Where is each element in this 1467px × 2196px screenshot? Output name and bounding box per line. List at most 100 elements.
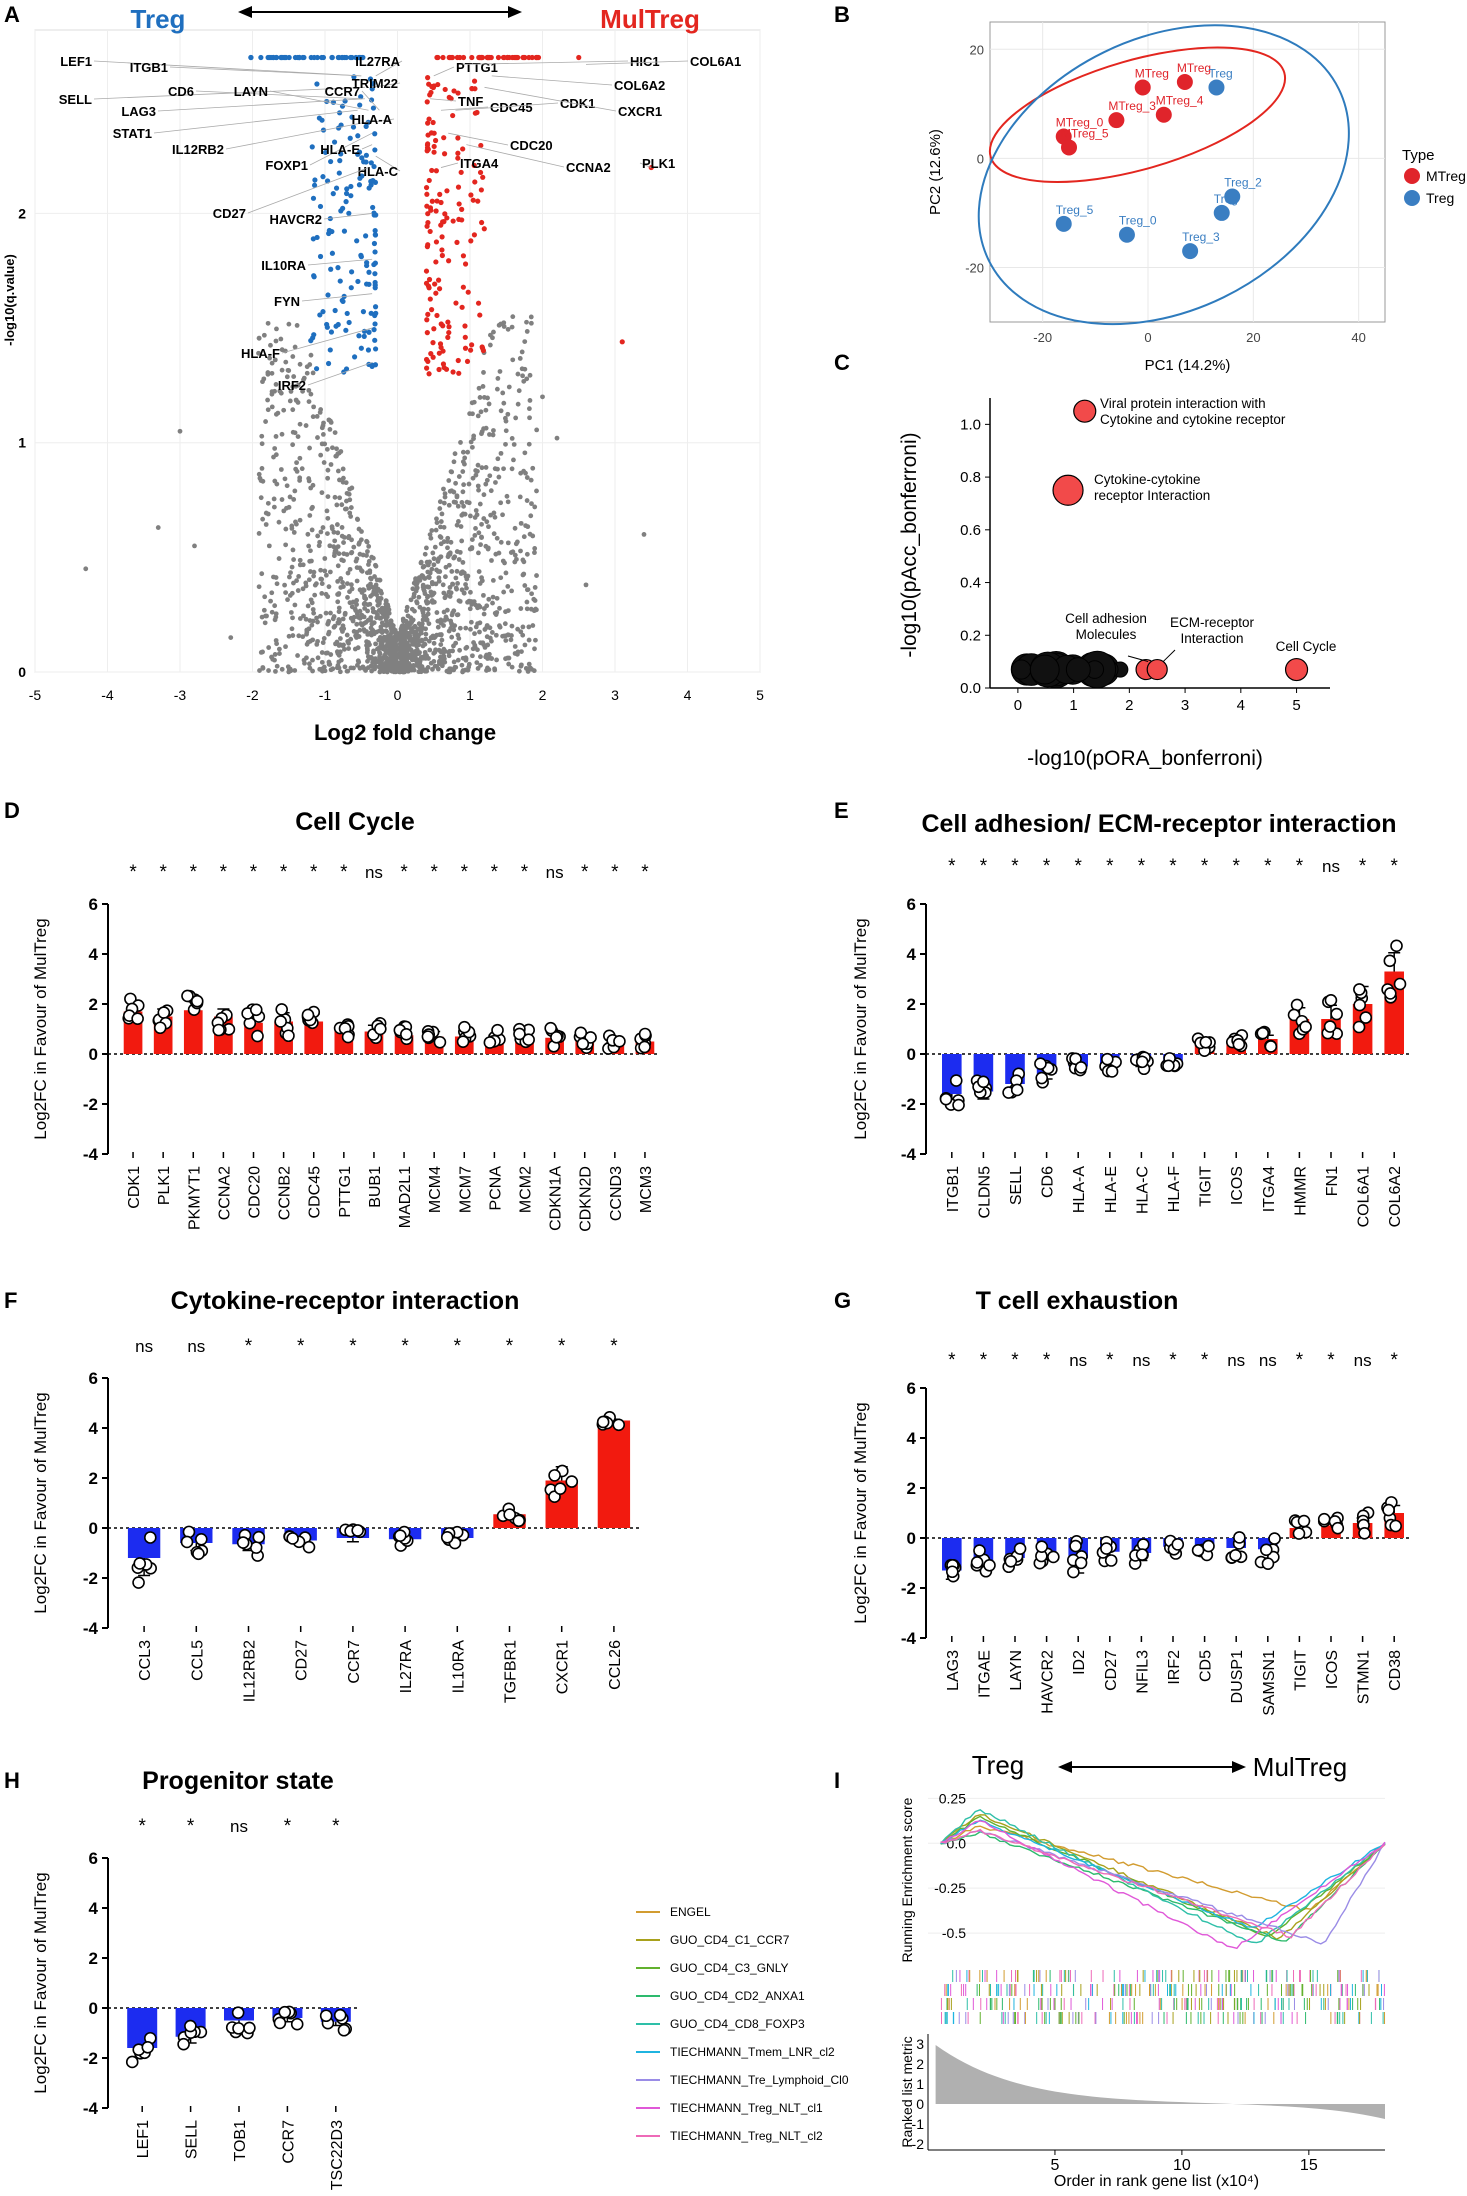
volcano-x-tick: -2 [246,687,259,703]
bar-category-label: STMN1 [1356,1650,1373,1704]
bar-y-tick: -4 [83,1619,99,1638]
pca-x-tick: 0 [1144,330,1151,345]
treg-point [329,54,335,61]
multreg-point [464,358,471,365]
gray-point [265,397,270,403]
gray-point [533,606,539,612]
gray-point [511,457,516,463]
gray-point [377,634,383,640]
gray-point [374,615,379,621]
gray-point [505,540,511,546]
gray-point [488,488,494,494]
gray-point [426,638,432,644]
multreg-point [458,169,464,175]
bar-category-label: CLDN5 [976,1166,993,1219]
gray-point [528,320,534,326]
bar-replicate-point [638,1027,652,1041]
gray-point [435,624,441,630]
gray-point [319,659,325,665]
multreg-point [424,330,430,336]
significance-marker: * [1043,1350,1051,1371]
gray-point [286,633,292,639]
gray-point [384,614,390,620]
gray-point [269,404,275,410]
gray-point [419,621,425,627]
gray-point [389,660,395,665]
significance-marker: * [641,862,649,883]
gray-point [338,657,344,663]
gray-point [534,488,539,494]
gray-point [459,500,465,505]
gray-point [477,501,483,507]
multreg-point [424,244,430,250]
gray-point [518,548,523,554]
multreg-point [427,296,433,302]
gray-point [303,423,309,428]
significance-marker: ns [135,1337,153,1356]
gsea-legend-label: TIECHMANN_Tmem_LNR_cl2 [670,2045,835,2059]
gray-point [440,582,446,588]
multreg-point [427,205,434,211]
significance-marker: * [138,1816,146,1837]
gray-point [481,592,486,598]
gray-point [278,467,284,472]
gray-point [425,606,431,612]
multreg-point [431,143,437,150]
gray-point [400,616,406,622]
gray-point [522,450,528,456]
gray-point [492,667,498,673]
gray-point [441,500,447,506]
multreg-point [619,339,625,345]
gray-point [276,519,282,525]
bar-category-label: MCM7 [457,1166,474,1213]
gray-point [341,551,347,557]
gray-point [404,604,410,610]
gray-point [314,641,320,647]
gray-point [307,618,313,623]
multreg-point [429,307,435,313]
gray-point [519,366,525,372]
gray-point [318,529,324,535]
gray-point [517,356,523,361]
gray-point [479,465,485,471]
pca-y-tick: 0 [977,151,984,166]
gray-point [517,494,523,500]
gray-point [473,525,478,531]
significance-marker: * [948,856,956,877]
multreg-point [455,150,461,156]
gray-point [271,574,276,580]
gray-point [309,527,315,533]
pca-x-label: PC1 (14.2%) [1145,357,1231,374]
gray-point [504,493,510,499]
pca-point-treg [1224,188,1241,205]
gray-point [268,598,273,604]
treg-point [369,362,375,368]
gray-point [297,562,303,568]
gray-point [483,407,489,413]
gray-point [329,526,335,532]
gray-point [450,581,455,587]
gray-point [490,577,496,583]
gray-point [289,526,295,531]
treg-point [349,114,355,120]
bubble-y-tick: 0.6 [960,522,981,539]
treg-point [325,292,331,298]
gray-point [421,584,426,589]
treg-point [320,309,326,315]
gray-point [455,580,460,586]
gene-label: PLK1 [642,156,675,171]
gray-point [332,538,338,544]
pca-legend-label: Treg [1426,190,1454,206]
bar-replicate-point [1105,1065,1119,1078]
gray-point [418,628,424,634]
gray-point [497,369,503,374]
gray-point [460,511,466,517]
gray-point [326,661,332,667]
gray-point [503,638,509,643]
volcano-x-tick: -3 [174,687,187,703]
gray-point [366,543,372,549]
gray-point [420,610,426,616]
gray-point [333,453,339,459]
